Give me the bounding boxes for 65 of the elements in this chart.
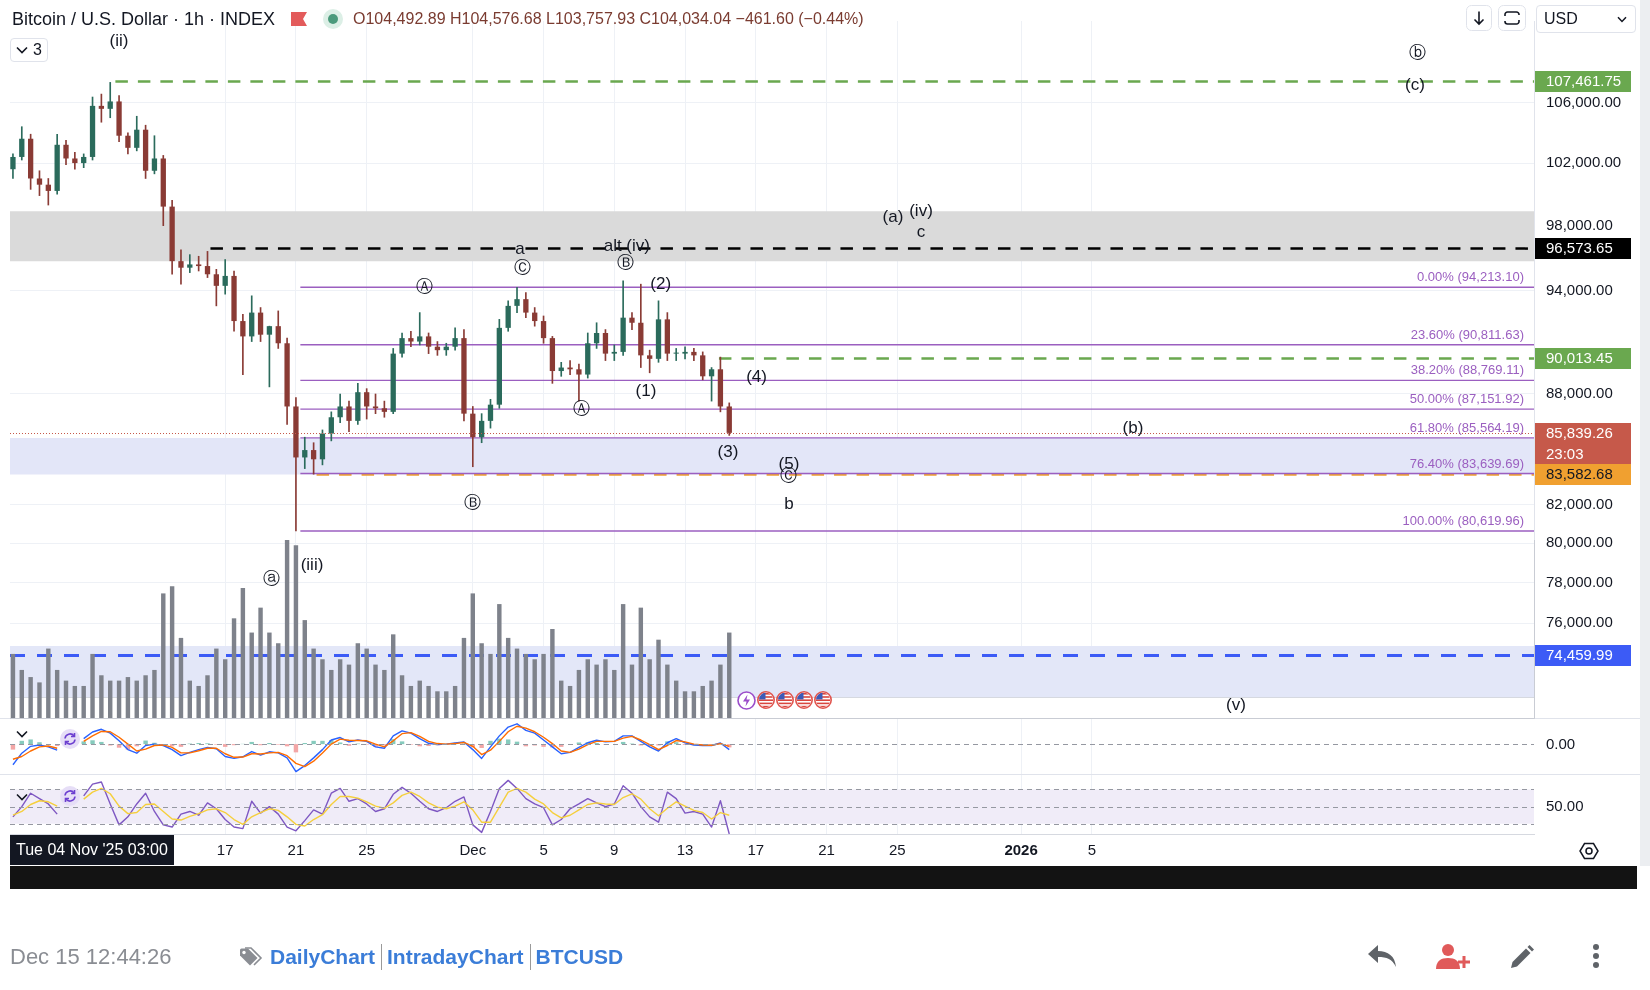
data-label: 107,461.75: [1546, 71, 1622, 89]
x-tick-label: Dec: [459, 841, 487, 859]
y-tick-label: 94,000.00: [1546, 280, 1613, 298]
annotation: Ⓑ: [463, 493, 481, 513]
text: 50.00: [1546, 796, 1584, 816]
data-label: 83,582.68: [1546, 464, 1613, 482]
annotation: (c): [1405, 75, 1425, 95]
y-tick-label: 80,000.00: [1546, 533, 1613, 551]
annotation: (iii): [300, 555, 324, 575]
x-tick-label: 21: [818, 841, 835, 859]
annotation: (v): [1226, 695, 1246, 715]
y-tick-label: 98,000.00: [1546, 215, 1613, 233]
chart-subtitle: O104,492.89 H104,576.68 L103,757.93 C104,034.04 −461.60 (−0.44%): [353, 9, 864, 29]
annotation: Ⓒ: [513, 258, 531, 278]
annotation: (ii): [109, 31, 129, 51]
x-tick-label: 17: [747, 841, 765, 859]
x-tick-label: 25: [358, 841, 376, 859]
y-tick-label: 106,000.00: [1546, 93, 1622, 111]
y-tick-label: 102,000.00: [1546, 153, 1622, 171]
data-label: 76.40% (83,639.69): [1409, 455, 1524, 471]
data-label: 23.60% (90,811.63): [1410, 326, 1524, 342]
text: IntradayChart: [381, 944, 524, 970]
text: BTCUSD: [529, 944, 624, 970]
annotation: Ⓐ: [573, 399, 591, 419]
annotation: alt (iv): [603, 235, 650, 255]
data-label: 90,013.45: [1546, 348, 1613, 366]
data-label: 61.80% (85,564.19): [1409, 419, 1524, 435]
x-tick-label: 5: [539, 841, 548, 859]
ref-line-label: 85,839.26 23:03: [1546, 423, 1613, 462]
text: DailyChart: [270, 944, 376, 970]
annotation: ⓐ: [262, 569, 280, 589]
y-tick-label: 78,000.00: [1546, 572, 1613, 590]
x-tick-label: 17: [216, 841, 234, 859]
annotation: (a): [882, 207, 904, 227]
data-label: 0.00% (94,213.10): [1417, 269, 1524, 285]
text: Tue 04 Nov '25 03:00: [10, 835, 174, 865]
annotation: 3: [33, 41, 42, 59]
chart-title: Bitcoin / U.S. Dollar · 1h · INDEX: [12, 8, 276, 30]
annotation: b: [784, 494, 794, 514]
ref-line-label: 74,459.99: [1546, 645, 1613, 663]
text: Dec 15 12:44:26: [10, 944, 172, 970]
annotation: c: [916, 222, 926, 242]
annotation: (3): [717, 442, 739, 462]
annotation: (1): [635, 381, 657, 401]
annotation: a: [515, 238, 526, 258]
x-tick-label: 21: [287, 841, 305, 859]
y-tick-label: 82,000.00: [1546, 494, 1613, 512]
x-tick-label: 5: [1087, 841, 1097, 859]
data-label: 96,573.65: [1546, 238, 1613, 256]
x-tick-label: 9: [610, 841, 619, 859]
currency-dropdown: USD: [1536, 5, 1636, 33]
data-label: 38.20% (88,769.11): [1410, 362, 1524, 378]
x-tick-label: 2026: [1004, 841, 1038, 859]
y-tick-label: 76,000.00: [1546, 613, 1613, 631]
toggle-button: 3: [10, 38, 48, 62]
annotation: Ⓑ: [616, 253, 634, 273]
x-tick-label: 13: [676, 841, 694, 859]
x-tick-label: 25: [888, 841, 906, 859]
annotation: (iv): [909, 201, 933, 221]
data-label: 100.00% (80,619.96): [1402, 513, 1524, 529]
annotation: (b): [1122, 418, 1144, 438]
y-tick-label: 88,000.00: [1546, 384, 1613, 402]
ref-line-label: 0.00: [1546, 734, 1576, 752]
annotation: ⓑ: [1408, 43, 1426, 63]
data-label: 50.00% (87,151.92): [1409, 391, 1524, 407]
